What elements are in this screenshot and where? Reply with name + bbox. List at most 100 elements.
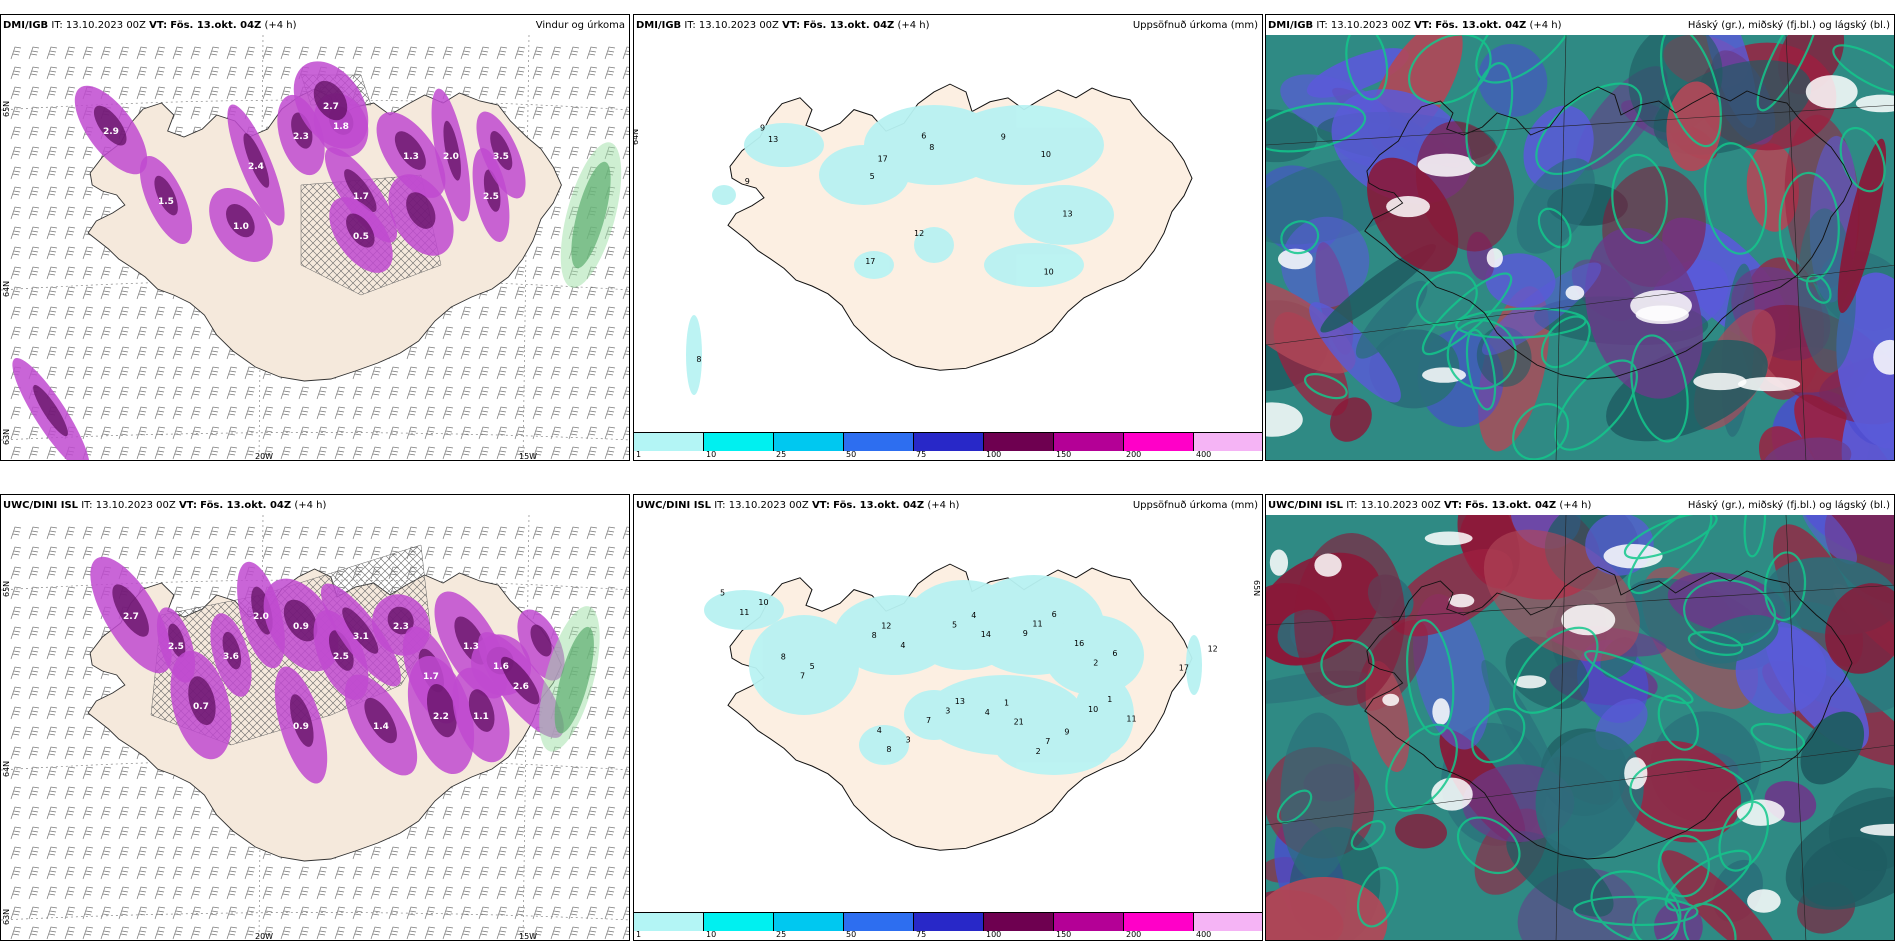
panel-header: DMI/IGB IT: 13.10.2023 00Z VT: Fös. 13.o… [636,20,1258,34]
wind-barb [28,346,40,360]
wind-barb [64,326,76,340]
wind-barb [406,406,418,420]
wind-barb [406,426,418,440]
wind-barb [406,386,418,400]
wind-barb [46,686,58,700]
wind-barb [442,386,454,400]
wind-barb [568,406,580,420]
model-name: UWC/DINI ISL [3,500,79,511]
wind-barb [64,306,76,320]
wind-barb [118,446,130,460]
wind-barb [82,206,94,220]
wind-barb [460,306,472,320]
colorbar-swatch [844,433,914,451]
lon-label: 20W [255,452,273,461]
wind-barb [622,686,629,700]
precip-core [344,169,377,213]
accum-value-label: 6 [1112,649,1117,658]
model-name: DMI/IGB [3,20,49,31]
precip-core [468,689,495,732]
wind-barb [28,726,40,740]
precip-blobs [12,61,526,460]
wind-barb [82,406,94,420]
wind-barb [64,126,76,140]
wind-barb [496,846,508,860]
wind-barb [136,346,148,360]
colorbar-swatch [634,433,704,451]
wind-barb [514,406,526,420]
wind-barb [28,646,40,660]
accum-value-label: 10 [1044,268,1054,277]
low-cloud-contour [1659,35,1722,148]
wind-barb [370,366,382,380]
wind-barb [442,326,454,340]
wind-barb [442,806,454,820]
wind-barb [64,386,76,400]
wind-barb [460,826,472,840]
wind-barb [514,326,526,340]
clear-patch [1382,693,1400,706]
colorbar-label: 200 [1126,930,1142,939]
precip-value-label: 2.0 [253,612,269,622]
wind-barb [28,606,40,620]
wind-barb [82,606,94,620]
wind-barb [10,346,22,360]
accum-value-label: 8 [781,652,786,661]
wind-barb [478,326,490,340]
wind-barb [208,386,220,400]
wind-barb [28,226,40,240]
low-cloud-contour [1687,631,1744,656]
wind-barb [316,546,328,560]
accum-value-label: 12 [1208,644,1218,653]
wind-barb [154,426,166,440]
precip-core [530,624,552,657]
sea-precip-light [560,142,622,288]
wind-barb [172,326,184,340]
wind-barb [550,346,562,360]
wind-barb [568,166,580,180]
precip-core [222,631,242,670]
wind-barb [28,846,40,860]
wind-barb [46,446,58,460]
wind-barb [190,426,202,440]
wind-barb [532,386,544,400]
wind-barb [46,726,58,740]
accum-precip-area [914,227,954,263]
wind-barb [370,886,382,900]
wind-barb [100,386,112,400]
wind-barb [82,886,94,900]
accum-value-label: 4 [985,708,990,717]
wind-barb [622,326,629,340]
grid-line [1785,515,1807,940]
wind-barb [190,86,202,100]
wind-barb [514,566,526,580]
wind-barb [496,926,508,940]
accum-precip-area [744,123,824,167]
accum-value-label: 14 [981,630,991,639]
wind-barb [46,366,58,380]
wind-barb [514,306,526,320]
wind-barb [136,766,148,780]
wind-barb [226,546,238,560]
colorbar-swatch [774,913,844,931]
low-cloud-contour [1703,142,1768,255]
wind-barb [622,626,629,640]
wind-barb [316,386,328,400]
wind-barb [118,406,130,420]
low-cloud-contour [1572,895,1699,927]
wind-barb [154,786,166,800]
clear-patch [1603,543,1663,569]
low-cloud-contour [1629,758,1754,832]
wind-barb [496,326,508,340]
lat-label: 63N [2,429,11,445]
wind-barb [586,866,598,880]
precip-core [328,630,354,671]
colorbar-swatch [1054,433,1124,451]
clear-patch [1747,889,1781,913]
valid-time: Fös. 13.okt. 04Z [803,20,895,31]
colorbar-label: 100 [986,930,1002,939]
wind-barb [118,546,130,560]
wind-barb [172,846,184,860]
cloud-patch [1661,850,1779,940]
colorbar-label: 10 [706,450,717,459]
